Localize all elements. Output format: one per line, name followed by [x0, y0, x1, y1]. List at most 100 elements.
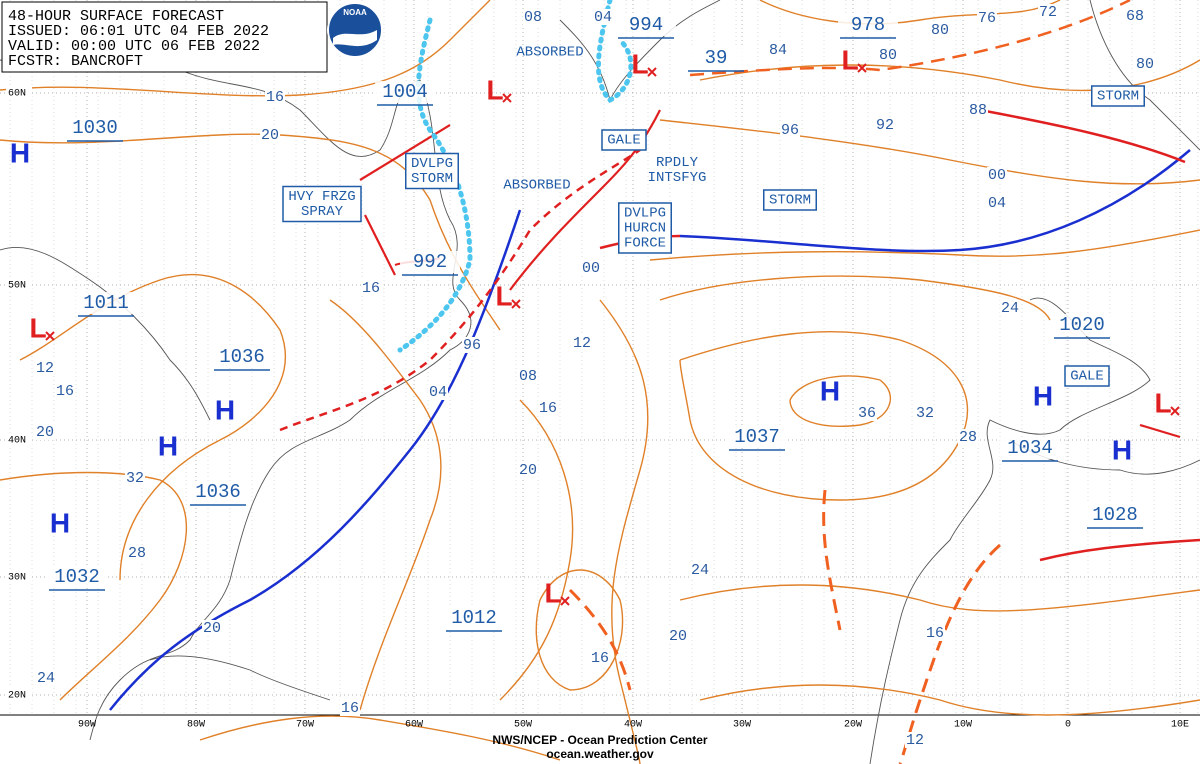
- longitude-label: 20W: [844, 720, 862, 731]
- isobar-label: 24: [691, 562, 709, 579]
- pressure-value: 1011: [83, 292, 129, 314]
- isobar-label-bg: [925, 625, 945, 641]
- annotation-text: DVLPG: [624, 206, 666, 222]
- low-center: L: [841, 44, 858, 75]
- isobar-label-bg: [36, 670, 56, 686]
- pressure-value: 994: [629, 14, 663, 36]
- isobar-label: 04: [429, 384, 447, 401]
- low-x: [45, 331, 55, 341]
- lat-label-bg: [6, 433, 32, 447]
- isobar-label: 32: [126, 470, 144, 487]
- high-center: H: [50, 507, 70, 538]
- pressure-bg: [65, 117, 125, 139]
- isobar-label-bg: [987, 167, 1007, 183]
- isobar-label-bg: [265, 89, 285, 105]
- pressure-value: 1028: [1092, 504, 1138, 526]
- footer-url: ocean.weather.gov: [546, 747, 654, 761]
- latitude-label: 60N: [8, 89, 26, 100]
- annotation-box: [282, 185, 362, 223]
- low-x: [502, 93, 512, 103]
- isobar-label-bg: [987, 195, 1007, 211]
- annotation-text: SPRAY: [301, 204, 344, 220]
- pressure-value: 992: [413, 251, 447, 273]
- isobar-label-bg: [857, 405, 877, 421]
- isobar-label: 72: [1039, 4, 1057, 21]
- lat-label-bg: [6, 86, 32, 100]
- map-labels: 60N 50N 40N 30N 20N 90W 80W 70W 60W 50W 40W 30W 20W 1…: [6, 4, 1189, 761]
- pressure-bg: [47, 566, 107, 588]
- longitude-label: 70W: [296, 720, 314, 731]
- pressure-value: 39: [705, 47, 728, 69]
- isobar-label: 88: [969, 102, 987, 119]
- isobar-label-bg: [668, 628, 688, 644]
- high-center: H: [1112, 434, 1132, 465]
- isobar-label: 80: [1136, 56, 1154, 73]
- high-center: H: [215, 394, 235, 425]
- isobar-label-bg: [523, 9, 543, 25]
- low-x: [560, 596, 570, 606]
- latitude-label: 30N: [8, 573, 26, 584]
- lat-label-bg: [6, 278, 32, 292]
- latitude-label: 20N: [8, 691, 26, 702]
- high-center: H: [820, 375, 840, 406]
- pressure-bg: [1052, 314, 1112, 336]
- annotation-box: [601, 129, 647, 151]
- longitude-label: 50W: [514, 720, 532, 731]
- isobar-label-bg: [127, 545, 147, 561]
- latitude-label: 50N: [8, 281, 26, 292]
- longitude-label: 30W: [733, 720, 751, 731]
- header-issued: ISSUED: 06:01 UTC 04 FEB 2022: [8, 23, 269, 40]
- isobar-label-bg: [518, 368, 538, 384]
- isobar-label-bg: [915, 405, 935, 421]
- isobar-label: 08: [524, 9, 542, 26]
- isobar-label: 04: [988, 195, 1006, 212]
- header-valid: VALID: 00:00 UTC 06 FEB 2022: [8, 38, 260, 55]
- annotation-text: ABSORBED: [503, 178, 570, 194]
- annotation-text: RPDLY: [656, 155, 699, 171]
- isobar-label-bg: [878, 47, 898, 63]
- isobar-label-bg: [968, 102, 988, 118]
- isobar-label-bg: [518, 462, 538, 478]
- low-x: [857, 63, 867, 73]
- low-x: [1170, 406, 1180, 416]
- isobar-label: 28: [959, 429, 977, 446]
- pressure-value: 978: [851, 14, 885, 36]
- isobar-label: 00: [988, 167, 1006, 184]
- low-center: L: [631, 48, 648, 79]
- isobar-label-bg: [35, 360, 55, 376]
- isobar-label: 16: [56, 383, 74, 400]
- isobar-label-bg: [581, 260, 601, 276]
- pressure-bg: [375, 81, 435, 103]
- pressure-bg: [616, 14, 676, 36]
- pressure-bg: [838, 14, 898, 36]
- isobar-label-bg: [905, 732, 925, 748]
- pressure-bg: [212, 346, 272, 368]
- isobar-label: 20: [36, 424, 54, 441]
- isobar-label: 00: [582, 260, 600, 277]
- annotation-box: [618, 202, 672, 254]
- isobar-label-bg: [1038, 4, 1058, 20]
- pressure-bg: [727, 426, 787, 448]
- footer-agency: NWS/NCEP - Ocean Prediction Center: [492, 733, 707, 747]
- low-center: L: [486, 74, 503, 105]
- pressure-bg: [188, 481, 248, 503]
- isobar-label-bg: [930, 22, 950, 38]
- annotation-box: [763, 189, 817, 211]
- isobar-label: 16: [341, 700, 359, 717]
- isobar-label-bg: [768, 42, 788, 58]
- isobar-label: 80: [879, 47, 897, 64]
- pressure-bg: [686, 47, 746, 69]
- annotation-text: HVY FRZG: [288, 189, 355, 205]
- lat-label-bg: [6, 688, 32, 702]
- longitude-label: 60W: [405, 720, 423, 731]
- pressure-value: 1037: [734, 426, 780, 448]
- isobar-label: 16: [539, 400, 557, 417]
- longitude-label: 0: [1065, 720, 1071, 731]
- annotation-text: INTSFYG: [648, 170, 707, 186]
- isobar-label: 20: [669, 628, 687, 645]
- isobar-label: 16: [591, 650, 609, 667]
- isobar-label: 20: [261, 127, 279, 144]
- isobar-label: 16: [266, 89, 284, 106]
